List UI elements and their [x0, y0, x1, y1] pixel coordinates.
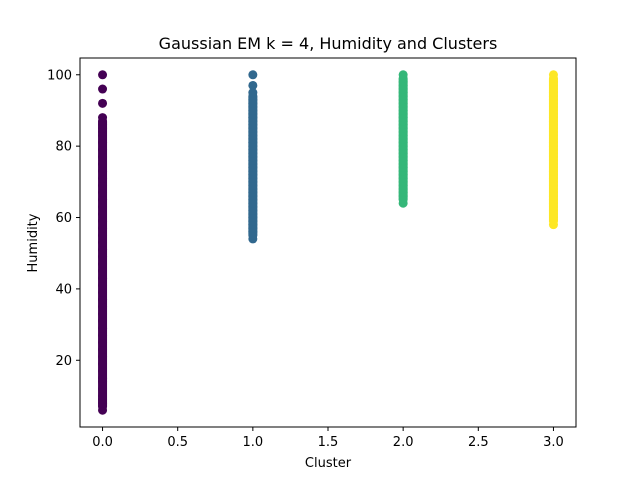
- data-point: [98, 209, 108, 219]
- x-tick-label: 0.0: [92, 435, 113, 450]
- data-point: [98, 373, 108, 383]
- data-point: [248, 80, 258, 90]
- x-tick-label: 1.5: [318, 435, 339, 450]
- data-point: [98, 330, 108, 340]
- data-point: [98, 391, 108, 401]
- data-point: [98, 295, 108, 305]
- data-point: [98, 359, 108, 369]
- series-cluster-2: [398, 70, 408, 208]
- plot-area: 0.0 0.5 1.0 1.5 2.0 2.5 3.0 20 40 60 80 100: [47, 57, 577, 450]
- data-point: [98, 259, 108, 269]
- data-point: [98, 287, 108, 297]
- data-point: [98, 166, 108, 176]
- x-tick-label: 2.5: [468, 435, 489, 450]
- data-point: [248, 70, 258, 80]
- data-point: [98, 316, 108, 326]
- data-point: [98, 302, 108, 312]
- y-axis-label: Humidity: [26, 213, 41, 272]
- data-point: [98, 159, 108, 169]
- data-point: [98, 202, 108, 212]
- data-point: [98, 352, 108, 362]
- data-point: [98, 252, 108, 262]
- data-point: [98, 188, 108, 198]
- data-point: [98, 180, 108, 190]
- data-point: [98, 173, 108, 183]
- data-point: [98, 152, 108, 162]
- y-axis-ticks: 20 40 60 80 100: [47, 68, 80, 369]
- data-point: [98, 245, 108, 255]
- data-point: [98, 309, 108, 319]
- data-point: [98, 238, 108, 247]
- data-point: [98, 223, 108, 233]
- data-point: [98, 266, 108, 276]
- x-tick-label: 1.0: [243, 435, 264, 450]
- data-point: [398, 70, 408, 80]
- y-tick-label: 20: [55, 354, 72, 369]
- series-cluster-0: [98, 70, 108, 415]
- series-cluster-1: [248, 70, 258, 244]
- y-tick-label: 60: [55, 211, 72, 226]
- data-point: [548, 70, 558, 80]
- data-point: [98, 384, 108, 394]
- y-tick-label: 100: [47, 68, 72, 83]
- data-point: [98, 216, 108, 226]
- data-point: [98, 113, 108, 123]
- data-point: [98, 138, 108, 148]
- data-point: [98, 273, 108, 283]
- y-tick-label: 80: [55, 140, 72, 155]
- data-point: [98, 145, 108, 155]
- x-tick-label: 3.0: [543, 435, 564, 450]
- data-point: [98, 280, 108, 290]
- data-point: [98, 84, 108, 94]
- data-point: [98, 337, 108, 347]
- series-cluster-3: [548, 70, 558, 230]
- data-point: [248, 88, 258, 98]
- data-point: [98, 195, 108, 205]
- data-points: [98, 70, 558, 415]
- data-point: [98, 230, 108, 240]
- chart-title: Gaussian EM k = 4, Humidity and Clusters: [159, 34, 498, 53]
- data-point: [98, 98, 108, 108]
- x-axis-label: Cluster: [305, 456, 352, 471]
- x-axis-ticks: 0.0 0.5 1.0 1.5 2.0 2.5 3.0: [92, 427, 564, 450]
- y-tick-label: 40: [55, 282, 72, 297]
- x-tick-label: 0.5: [167, 435, 188, 450]
- data-point: [98, 366, 108, 376]
- data-point: [98, 323, 108, 333]
- x-tick-label: 2.0: [393, 435, 414, 450]
- data-point: [98, 345, 108, 355]
- data-point: [98, 70, 108, 80]
